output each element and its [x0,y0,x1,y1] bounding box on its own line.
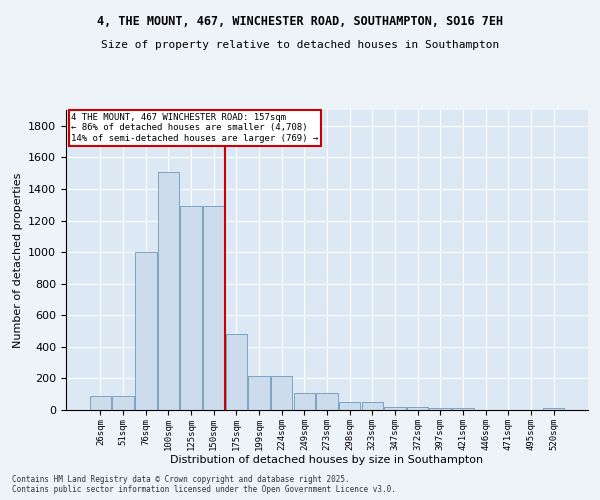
X-axis label: Distribution of detached houses by size in Southampton: Distribution of detached houses by size … [170,456,484,466]
Y-axis label: Number of detached properties: Number of detached properties [13,172,23,348]
Bar [407,407,428,410]
Bar [181,206,202,410]
Text: 4 THE MOUNT, 467 WINCHESTER ROAD: 157sqm
← 86% of detached houses are smaller (4: 4 THE MOUNT, 467 WINCHESTER ROAD: 157sqm… [71,113,319,143]
Bar [203,206,224,410]
Bar [226,334,247,410]
Bar [135,252,157,410]
Bar [158,172,179,410]
Bar [316,392,338,410]
Bar [90,396,111,410]
Text: 4, THE MOUNT, 467, WINCHESTER ROAD, SOUTHAMPTON, SO16 7EH: 4, THE MOUNT, 467, WINCHESTER ROAD, SOUT… [97,15,503,28]
Text: Contains public sector information licensed under the Open Government Licence v3: Contains public sector information licen… [12,486,396,494]
Bar [339,402,361,410]
Bar [384,407,406,410]
Bar [112,396,134,410]
Bar [430,408,451,410]
Bar [452,408,473,410]
Text: Size of property relative to detached houses in Southampton: Size of property relative to detached ho… [101,40,499,50]
Bar [248,376,270,410]
Bar [293,392,315,410]
Text: Contains HM Land Registry data © Crown copyright and database right 2025.: Contains HM Land Registry data © Crown c… [12,476,350,484]
Bar [362,402,383,410]
Bar [271,376,292,410]
Bar [543,408,564,410]
